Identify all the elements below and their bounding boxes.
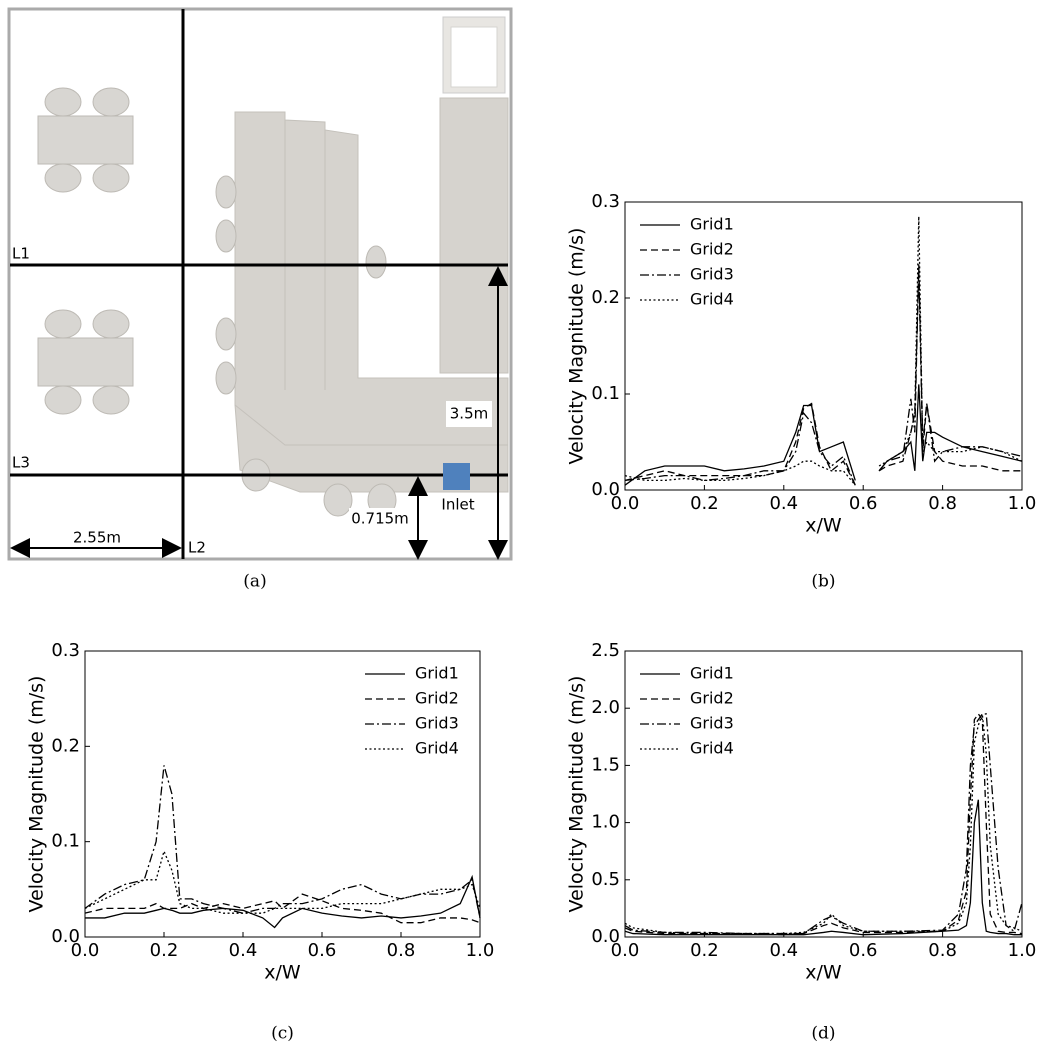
y-tick-label: 1.5 (591, 754, 620, 775)
figure: L1 L3 L2 2.55m 3.5m 0.715m Inlet (a) 0.0… (0, 0, 1041, 1048)
y-tick-label: 0.2 (51, 735, 80, 756)
x-axis-label: x/W (264, 962, 301, 984)
y-tick-label: 0.5 (591, 869, 620, 890)
x-tick-label: 1.0 (466, 940, 495, 961)
caption: (b) (811, 572, 835, 592)
legend-label: Grid4 (690, 290, 734, 309)
window-pane (451, 27, 497, 87)
series-line (625, 714, 1022, 934)
legend-label: Grid1 (415, 664, 459, 683)
dimension-label: 2.55m (73, 529, 121, 547)
y-tick-label: 0.0 (591, 479, 620, 500)
x-tick-label: 1.0 (1008, 493, 1037, 514)
legend-label: Grid3 (690, 714, 734, 733)
caption: (d) (811, 1024, 835, 1044)
x-tick-label: 1.0 (1008, 940, 1037, 961)
series-line (625, 714, 1022, 935)
inlet (443, 463, 470, 490)
y-axis-label: Velocity Magnitude (m/s) (566, 676, 588, 913)
y-tick-label: 0.1 (51, 831, 80, 852)
line-label: L3 (12, 454, 30, 472)
dimension-label: 0.715m (351, 510, 409, 528)
series-line (85, 851, 480, 913)
y-tick-label: 1.0 (591, 812, 620, 833)
caption: (c) (271, 1024, 294, 1044)
x-tick-label: 0.2 (690, 493, 719, 514)
x-tick-label: 0.8 (928, 493, 957, 514)
y-axis-label: Velocity Magnitude (m/s) (566, 228, 588, 465)
line-label: L1 (12, 245, 30, 263)
y-tick-label: 0.0 (591, 926, 620, 947)
y-tick-label: 0.3 (591, 191, 620, 212)
dimension-label: 3.5m (450, 405, 488, 423)
y-axis-label: Velocity Magnitude (m/s) (26, 676, 48, 913)
x-tick-label: 0.8 (928, 940, 957, 961)
x-tick-label: 0.8 (387, 940, 416, 961)
legend-label: Grid1 (690, 215, 734, 234)
legend-label: Grid4 (690, 739, 734, 758)
series-line (625, 714, 1022, 934)
series-line (625, 384, 1022, 485)
x-tick-label: 0.4 (769, 493, 798, 514)
legend-label: Grid3 (415, 714, 459, 733)
line-label: L2 (188, 539, 206, 557)
legend-label: Grid3 (690, 265, 734, 284)
y-tick-label: 0.3 (51, 640, 80, 661)
x-tick-label: 0.6 (308, 940, 337, 961)
legend-label: Grid4 (415, 739, 459, 758)
caption: (a) (243, 572, 266, 592)
room-plan: L1 L3 L2 2.55m 3.5m 0.715m Inlet (a) (9, 9, 511, 592)
x-tick-label: 0.4 (769, 940, 798, 961)
x-axis-label: x/W (805, 962, 842, 984)
y-tick-label: 2.5 (591, 640, 620, 661)
series-line (625, 800, 1022, 935)
x-tick-label: 0.6 (849, 940, 878, 961)
x-tick-label: 0.2 (690, 940, 719, 961)
inlet-label: Inlet (441, 496, 474, 514)
x-tick-label: 0.2 (150, 940, 179, 961)
legend-label: Grid2 (690, 689, 734, 708)
series-line (85, 765, 480, 918)
series-line (85, 877, 480, 928)
y-tick-label: 0.1 (591, 383, 620, 404)
legend-label: Grid2 (415, 689, 459, 708)
x-axis-label: x/W (805, 515, 842, 537)
y-tick-label: 0.2 (591, 287, 620, 308)
x-tick-label: 0.4 (229, 940, 258, 961)
legend-label: Grid2 (690, 240, 734, 259)
series-line (625, 216, 1022, 485)
y-tick-label: 2.0 (591, 697, 620, 718)
legend-label: Grid1 (690, 664, 734, 683)
y-tick-label: 0.0 (51, 926, 80, 947)
series-line (625, 269, 1022, 485)
x-tick-label: 0.6 (849, 493, 878, 514)
